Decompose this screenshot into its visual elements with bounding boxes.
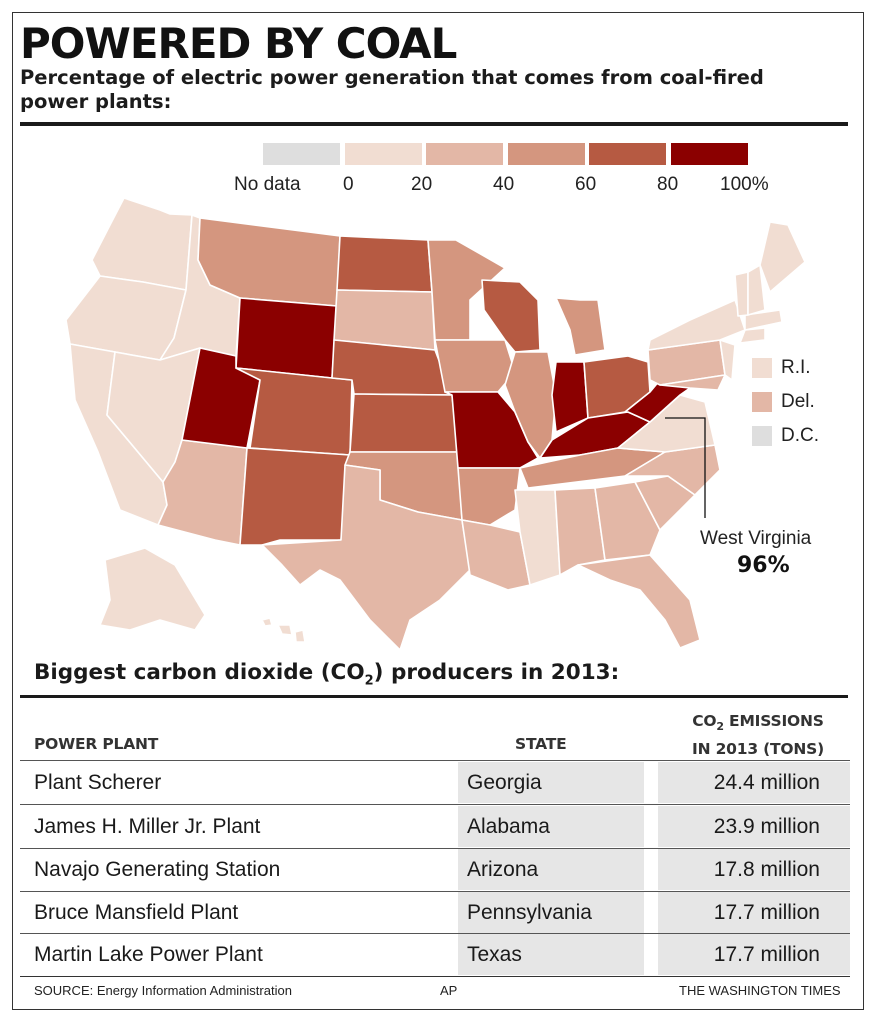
small-state-label-ri: R.I. xyxy=(781,357,811,378)
table-row: Navajo Generating Station Arizona 17.8 m… xyxy=(20,849,850,891)
column-header-emissions: CO2 EMISSIONS IN 2013 (TONS) xyxy=(692,712,824,759)
cell-emissions: 23.9 million xyxy=(658,806,850,847)
column-header-plant: POWER PLANT xyxy=(34,735,159,753)
cell-state: Texas xyxy=(458,934,644,975)
table-divider xyxy=(20,848,850,849)
cell-state: Pennsylvania xyxy=(458,892,644,933)
table-divider xyxy=(20,976,850,977)
state-connecticut xyxy=(739,327,766,344)
legend-label-no-data: No data xyxy=(234,174,301,195)
state-massachusetts xyxy=(744,309,783,331)
legend-swatch-no-data xyxy=(263,143,340,165)
table-row: James H. Miller Jr. Plant Alabama 23.9 m… xyxy=(20,806,850,848)
agency-credit: AP xyxy=(440,983,458,998)
state-new-york xyxy=(647,299,746,351)
us-coal-map xyxy=(65,197,806,651)
legend-swatch-20-40 xyxy=(426,143,503,165)
legend-tick-label: 60 xyxy=(575,174,597,195)
small-state-label-dc: D.C. xyxy=(781,425,819,446)
legend-tick-label: 100% xyxy=(720,174,769,195)
state-minnesota xyxy=(427,239,506,341)
small-state-swatch-de xyxy=(752,392,772,412)
cell-state: Alabama xyxy=(458,806,644,847)
publisher-credit: THE WASHINGTON TIMES xyxy=(679,983,841,998)
small-state-swatch-ri xyxy=(752,358,772,378)
state-georgia xyxy=(594,481,661,561)
state-hawaii xyxy=(261,617,306,643)
cell-state: Arizona xyxy=(458,849,644,890)
state-wisconsin xyxy=(481,279,541,353)
table-divider xyxy=(20,760,850,761)
cell-emissions: 17.8 million xyxy=(658,849,850,890)
state-florida xyxy=(577,554,701,649)
west-virginia-value: 96% xyxy=(737,553,790,578)
state-iowa xyxy=(434,339,516,393)
cell-emissions: 17.7 million xyxy=(658,892,850,933)
legend-tick-label: 0 xyxy=(343,174,354,195)
column-header-state: STATE xyxy=(515,735,567,753)
cell-plant: Navajo Generating Station xyxy=(34,858,281,881)
cell-plant: Martin Lake Power Plant xyxy=(34,943,263,966)
table-row: Martin Lake Power Plant Texas 17.7 milli… xyxy=(20,934,850,976)
state-vermont xyxy=(734,271,749,317)
page-title: POWERED BY COAL xyxy=(20,19,457,68)
header-rule xyxy=(20,122,848,126)
state-maine xyxy=(759,221,806,293)
state-wyoming xyxy=(235,297,338,379)
table-divider xyxy=(20,933,850,934)
legend-tick-label: 40 xyxy=(493,174,515,195)
state-kansas xyxy=(349,393,459,453)
state-new-mexico xyxy=(239,447,351,546)
west-virginia-label: West Virginia xyxy=(700,528,812,549)
state-missouri xyxy=(444,391,539,469)
legend-swatch-60-80 xyxy=(589,143,666,165)
state-texas xyxy=(261,464,471,651)
cell-state: Georgia xyxy=(458,762,644,803)
source-note: SOURCE: Energy Information Administratio… xyxy=(34,983,292,998)
state-west-virginia xyxy=(624,379,691,423)
state-michigan xyxy=(555,297,606,356)
legend-swatch-0-20 xyxy=(345,143,422,165)
table-title: Biggest carbon dioxide (CO2) producers i… xyxy=(34,660,620,689)
legend-tick-label: 20 xyxy=(411,174,433,195)
west-virginia-leader-line xyxy=(665,417,706,518)
state-indiana xyxy=(551,361,589,433)
state-new-hampshire xyxy=(747,264,766,316)
page-subtitle: Percentage of electric power generation … xyxy=(20,66,764,113)
table-divider xyxy=(20,891,850,892)
state-arkansas xyxy=(457,467,521,526)
cell-emissions: 24.4 million xyxy=(658,762,850,803)
small-state-swatch-dc xyxy=(752,426,772,446)
cell-plant: Plant Scherer xyxy=(34,771,162,794)
legend-swatch-40-60 xyxy=(508,143,585,165)
state-new-jersey xyxy=(719,339,736,381)
table-row: Bruce Mansfield Plant Pennsylvania 17.7 … xyxy=(20,892,850,934)
state-maryland xyxy=(659,374,726,391)
legend-tick-label: 80 xyxy=(657,174,679,195)
cell-emissions: 17.7 million xyxy=(658,934,850,975)
cell-plant: James H. Miller Jr. Plant xyxy=(34,815,261,838)
table-divider xyxy=(20,804,850,805)
table-row: Plant Scherer Georgia 24.4 million xyxy=(20,762,850,804)
state-alaska xyxy=(99,547,206,631)
cell-plant: Bruce Mansfield Plant xyxy=(34,901,239,924)
state-shapes xyxy=(65,197,806,651)
state-mississippi xyxy=(514,489,561,586)
state-north-dakota xyxy=(336,235,433,293)
small-state-label-de: Del. xyxy=(781,391,815,412)
legend-swatch-80-100 xyxy=(671,143,748,165)
table-rule xyxy=(20,695,848,698)
